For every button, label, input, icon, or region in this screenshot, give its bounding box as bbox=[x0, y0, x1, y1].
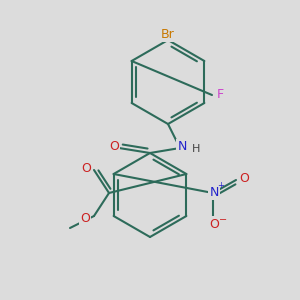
Text: O: O bbox=[209, 218, 219, 230]
Text: −: − bbox=[219, 215, 227, 225]
Text: N: N bbox=[177, 140, 187, 154]
Text: O: O bbox=[239, 172, 249, 185]
Text: Br: Br bbox=[161, 28, 175, 40]
Text: O: O bbox=[109, 140, 119, 152]
Text: +: + bbox=[218, 182, 224, 190]
Text: O: O bbox=[81, 161, 91, 175]
Text: H: H bbox=[192, 144, 200, 154]
Text: O: O bbox=[80, 212, 90, 224]
Text: N: N bbox=[209, 185, 219, 199]
Text: F: F bbox=[216, 88, 224, 101]
